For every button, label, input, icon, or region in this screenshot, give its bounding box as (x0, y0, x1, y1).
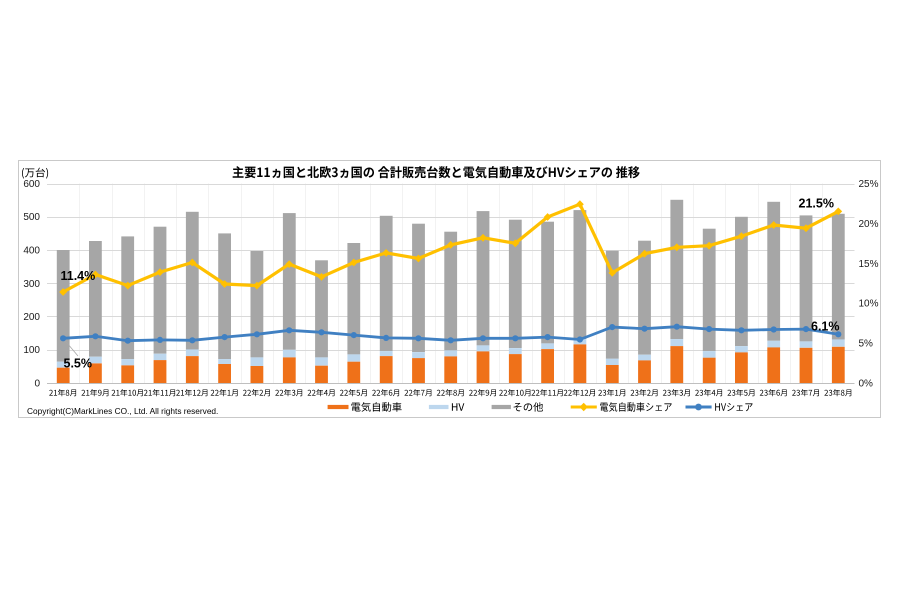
svg-text:5%: 5% (859, 339, 874, 350)
svg-text:20%: 20% (859, 219, 879, 230)
svg-text:100: 100 (23, 345, 40, 356)
svg-text:300: 300 (23, 279, 40, 290)
svg-text:10%: 10% (859, 299, 879, 310)
svg-text:200: 200 (23, 312, 40, 323)
svg-text:15%: 15% (859, 259, 879, 270)
svg-text:Copyright(C)MarkLines CO., Ltd: Copyright(C)MarkLines CO., Ltd. All righ… (27, 406, 218, 416)
svg-text:0%: 0% (859, 379, 874, 390)
svg-text:400: 400 (23, 246, 40, 257)
svg-text:25%: 25% (859, 179, 879, 190)
svg-text:600: 600 (23, 179, 40, 190)
svg-text:6.1%: 6.1% (811, 320, 840, 334)
svg-text:0: 0 (34, 379, 40, 390)
svg-text:11.4%: 11.4% (61, 269, 96, 283)
svg-text:21.5%: 21.5% (799, 197, 834, 211)
svg-text:5.5%: 5.5% (64, 357, 93, 371)
svg-text:500: 500 (23, 212, 40, 223)
